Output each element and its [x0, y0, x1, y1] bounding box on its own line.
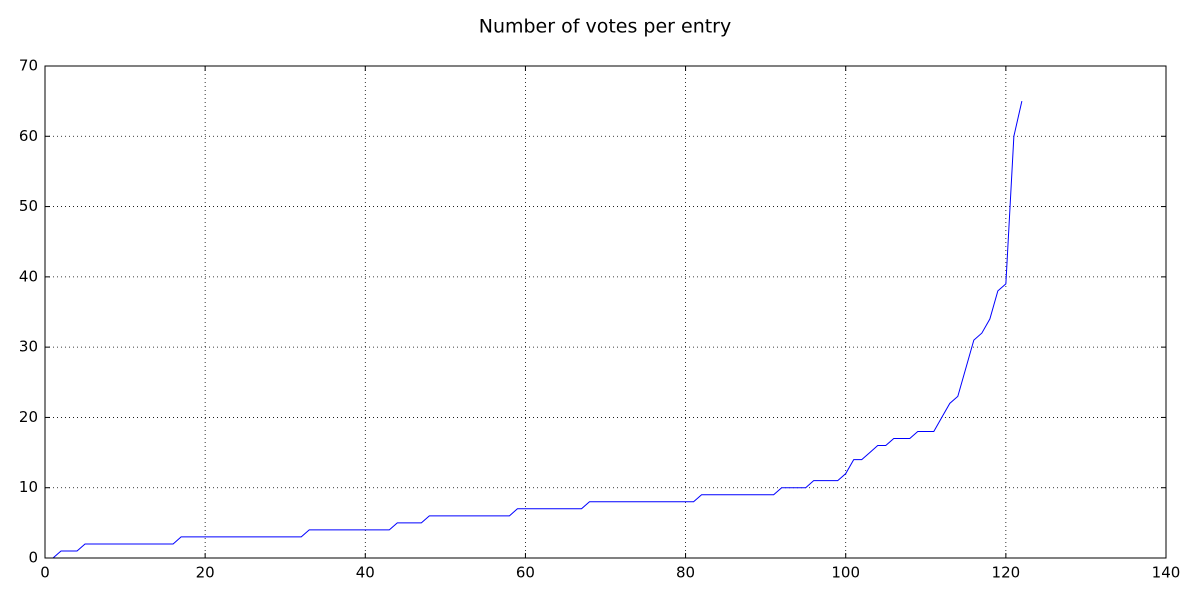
- y-tick-label: 30: [19, 338, 38, 356]
- y-tick-label: 70: [19, 57, 38, 75]
- x-tick-label: 0: [40, 564, 50, 582]
- y-tick-label: 50: [19, 197, 38, 215]
- x-tick-label: 120: [992, 564, 1021, 582]
- data-line: [45, 101, 1023, 559]
- x-tick-label: 20: [196, 564, 215, 582]
- x-tick-label: 60: [516, 564, 535, 582]
- plot-frame: [44, 65, 1167, 559]
- x-tick-label: 40: [356, 564, 375, 582]
- y-tick-label: 60: [19, 127, 38, 145]
- x-tick-label: 80: [676, 564, 695, 582]
- x-tick-label: 100: [831, 564, 860, 582]
- chart-title: Number of votes per entry: [479, 16, 732, 38]
- x-tick-label: 140: [1152, 564, 1181, 582]
- y-tick-label: 0: [28, 549, 38, 567]
- y-tick-label: 10: [19, 478, 38, 496]
- y-tick-label: 40: [19, 267, 38, 285]
- y-tick-label: 20: [19, 408, 38, 426]
